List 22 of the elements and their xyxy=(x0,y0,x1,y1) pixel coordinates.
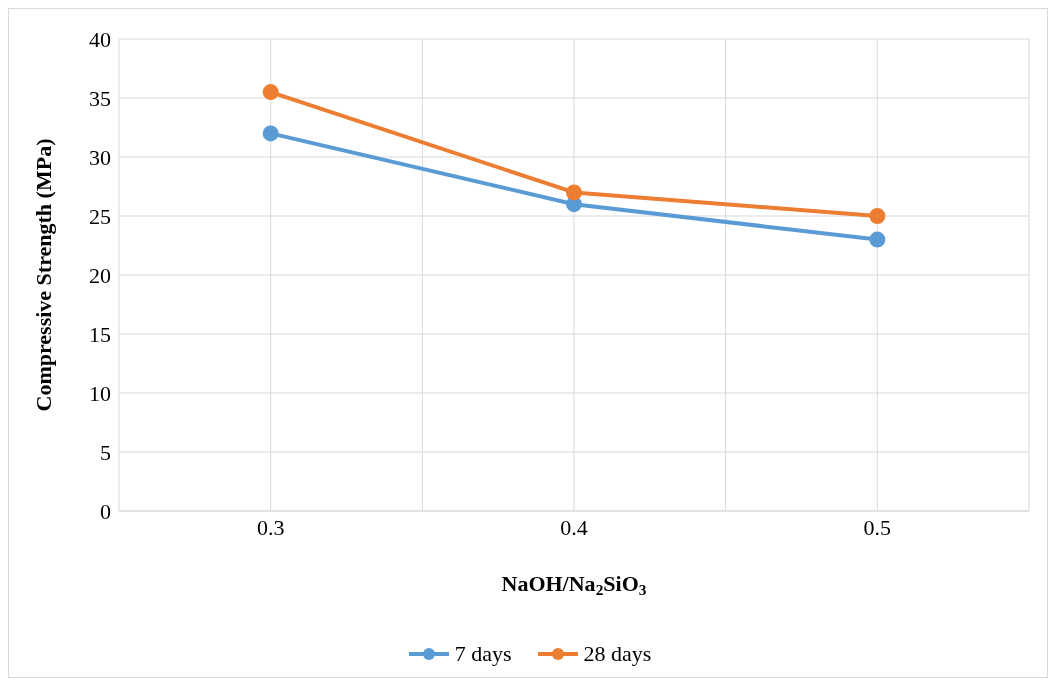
y-tick-label: 30 xyxy=(89,144,111,170)
x-axis-title: NaOH/Na$_{2}$SiO$_{3}$ xyxy=(501,571,647,598)
y-tick-label: 20 xyxy=(89,262,111,288)
y-tick-label: 10 xyxy=(89,380,111,406)
y-tick-label: 5 xyxy=(100,439,111,465)
point xyxy=(566,196,582,213)
point xyxy=(566,184,582,201)
y-tick-label: 15 xyxy=(89,321,111,347)
x-tick-label: 0.5 xyxy=(863,514,892,540)
legend-label: 7 days xyxy=(454,641,512,667)
x-tick-label: 0.3 xyxy=(256,514,285,540)
y-tick-label: 0 xyxy=(100,498,111,524)
point xyxy=(262,84,279,101)
point xyxy=(262,125,279,142)
y-tick-label: 25 xyxy=(89,203,111,229)
point xyxy=(869,231,886,248)
y-axis-title: Compressive Strength (MPa) xyxy=(31,138,56,412)
x-tick-label: 0.4 xyxy=(560,514,588,540)
y-tick-label: 35 xyxy=(89,85,111,111)
point xyxy=(869,208,886,224)
legend-label: 28 days xyxy=(583,641,652,667)
y-tick-label: 40 xyxy=(89,26,111,52)
